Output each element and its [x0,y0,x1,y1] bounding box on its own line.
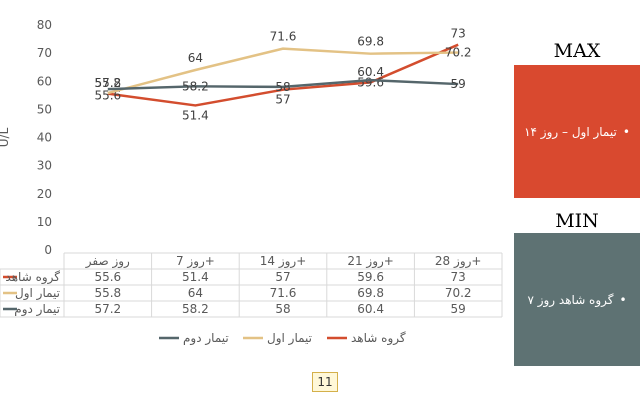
table-series-name: تیمار اول [15,286,60,301]
data-label: 59 [451,77,466,91]
y-tick-label: 70 [37,46,52,60]
y-tick-label: 80 [37,18,52,32]
table-cell: 60.4 [357,302,384,316]
y-axis-label: U/L [0,127,11,147]
data-label: 59.6 [357,75,384,89]
legend-label: تیمار اول [267,331,312,346]
data-label: 69.8 [357,35,384,49]
max-text: تیمار اول – روز ۱۴ [524,124,617,139]
y-tick-label: 50 [37,102,52,116]
table-cell: 55.6 [94,270,121,284]
category-label: روز 7+ [176,254,215,269]
table-cell: 73 [451,270,466,284]
data-label: 70.2 [445,46,472,60]
data-label: 57.2 [94,76,121,90]
max-bullet: • [622,124,630,139]
table-cell: 58 [275,302,290,316]
table-cell: 70.2 [445,286,472,300]
min-box: • گروه شاهد روز ۷ [514,233,640,366]
y-tick-label: 30 [37,159,52,173]
series-line [107,47,459,95]
table-series-name: تیمار دوم [14,302,60,317]
max-box: • تیمار اول – روز ۱۴ [514,65,640,198]
y-tick-label: 10 [37,215,52,229]
table-cell: 57 [275,270,290,284]
data-label: 71.6 [270,30,297,44]
table-cell: 51.4 [182,270,209,284]
legend-label: تیمار دوم [183,331,229,346]
data-label: 57 [275,93,290,107]
page-number: 11 [312,372,338,392]
table-cell: 64 [188,286,203,300]
legend-label: گروه شاهد [351,331,406,346]
min-title: MIN [555,210,599,232]
category-label: روز 28+ [435,254,482,269]
category-label: روز 14+ [260,254,307,269]
table-cell: 59 [451,302,466,316]
data-label: 60.4 [357,65,384,79]
y-tick-label: 60 [37,74,52,88]
data-label: 64 [188,51,203,65]
table-cell: 71.6 [270,286,297,300]
category-label: روز 21+ [347,254,394,269]
category-label: روز صفر [85,254,130,269]
y-tick-label: 40 [37,131,52,145]
max-title: MAX [553,40,601,62]
data-label: 58 [275,80,290,94]
table-cell: 55.8 [94,286,121,300]
y-tick-label: 0 [44,243,52,257]
series-line [107,78,459,91]
series-line [107,43,459,107]
table-cell: 59.6 [357,270,384,284]
data-label: 55.8 [94,76,121,90]
data-label: 73 [451,27,466,41]
min-bullet: • [619,292,627,307]
data-label: 51.4 [182,108,209,122]
y-tick-label: 20 [37,187,52,201]
table-series-name: گروه شاهد [5,270,60,285]
min-text: گروه شاهد روز ۷ [527,292,614,307]
table-cell: 69.8 [357,286,384,300]
data-label: 58.2 [182,79,209,93]
table-cell: 57.2 [94,302,121,316]
table-cell: 58.2 [182,302,209,316]
